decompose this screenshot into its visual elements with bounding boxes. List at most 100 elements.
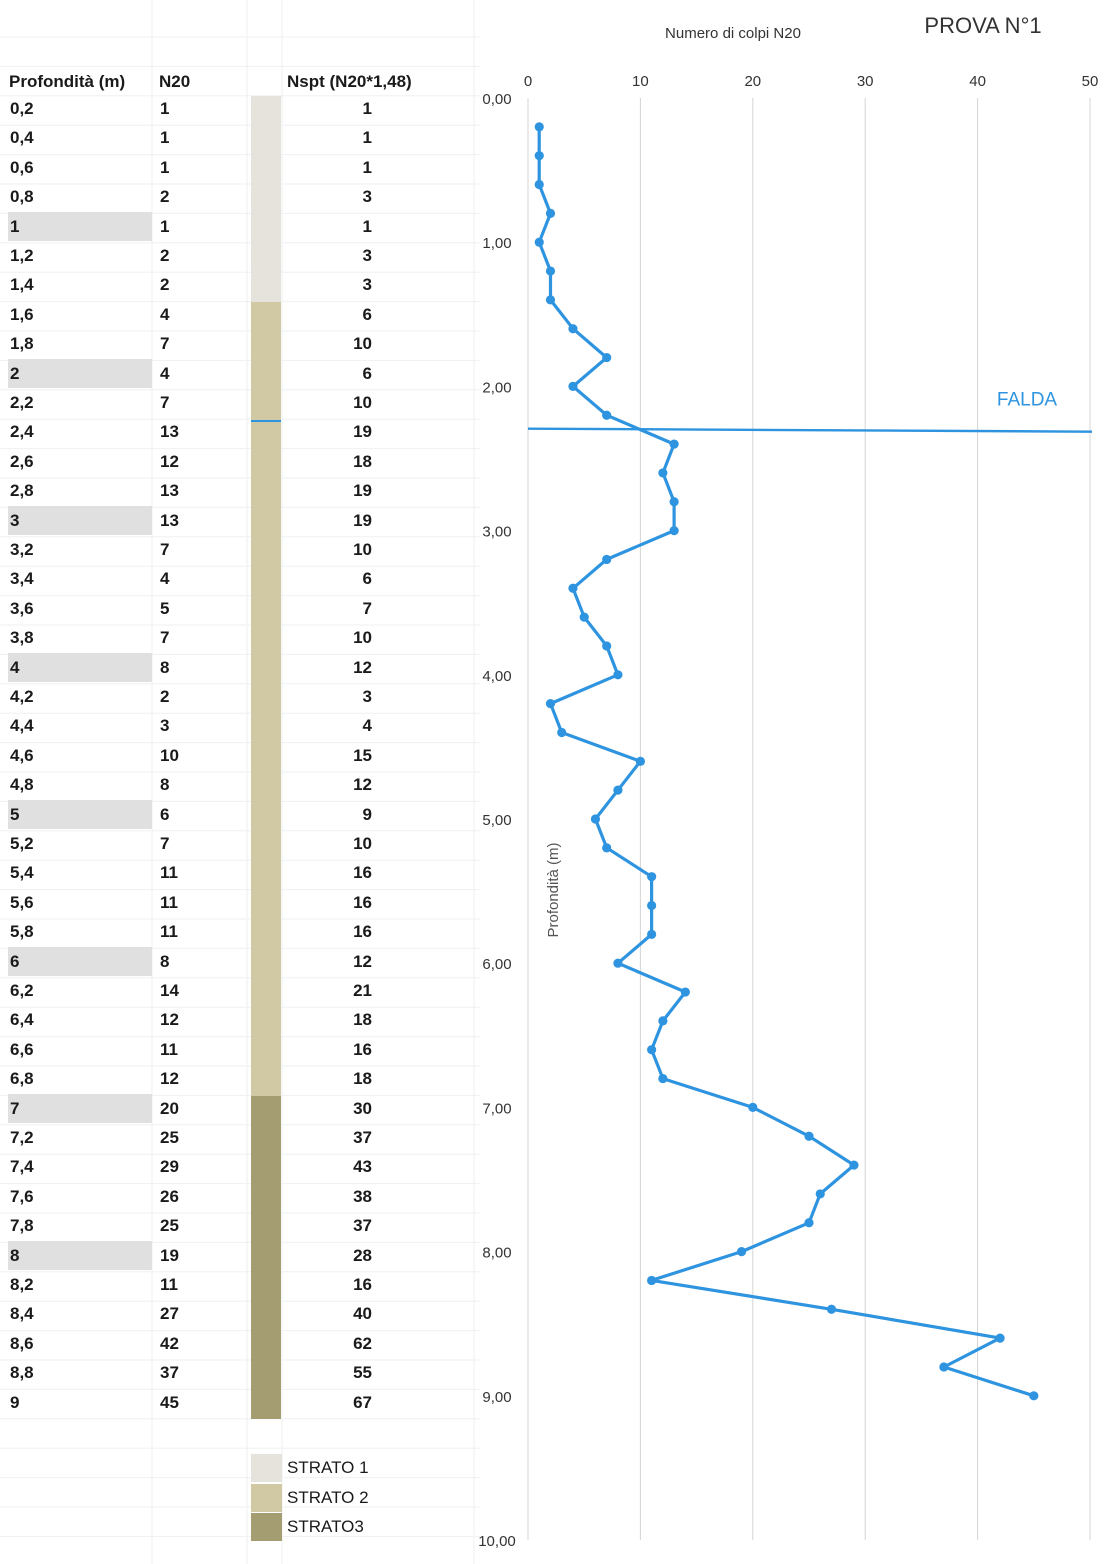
cell-depth: 2,4 [10, 422, 34, 442]
cell-nspt: 18 [353, 451, 372, 471]
cell-nspt: 15 [353, 745, 372, 765]
cell-depth: 3 [10, 510, 20, 530]
cell-nspt: 3 [362, 187, 372, 207]
cell-n20: 29 [160, 1157, 179, 1177]
header-nspt: Nspt (N20*1,48) [287, 72, 412, 91]
cell-depth: 4,6 [10, 745, 34, 765]
cell-nspt: 12 [353, 775, 372, 795]
cell-depth: 0,4 [10, 128, 34, 148]
row-highlight [8, 505, 152, 535]
cell-nspt: 16 [353, 863, 372, 883]
row-highlight [8, 799, 152, 829]
cell-nspt: 6 [362, 304, 372, 324]
cell-n20: 42 [160, 1333, 179, 1353]
cell-n20: 2 [160, 187, 170, 207]
cell-n20: 4 [160, 304, 170, 324]
cell-depth: 1,6 [10, 304, 34, 324]
cell-n20: 2 [160, 246, 170, 265]
cell-nspt: 21 [353, 981, 372, 1000]
cell-n20: 1 [160, 99, 170, 118]
cell-depth: 5 [10, 804, 20, 824]
cell-depth: 1,4 [10, 275, 34, 295]
cell-nspt: 9 [362, 804, 372, 824]
cell-n20: 10 [160, 745, 179, 765]
cell-depth: 1 [10, 216, 20, 236]
cell-nspt: 19 [353, 422, 372, 442]
cell-n20: 25 [160, 1216, 179, 1236]
legend-label: STRATO3 [287, 1517, 364, 1536]
cell-depth: 6 [10, 951, 20, 971]
cell-n20: 4 [160, 363, 170, 383]
cell-nspt: 16 [353, 1039, 372, 1059]
strato-segment [251, 301, 281, 1096]
cell-depth: 1,2 [10, 246, 34, 265]
cell-n20: 25 [160, 1128, 179, 1147]
cell-nspt: 37 [353, 1128, 372, 1147]
cell-n20: 1 [160, 216, 170, 236]
cell-n20: 26 [160, 1186, 179, 1206]
cell-depth: 0,6 [10, 157, 34, 177]
cell-depth: 3,8 [10, 628, 34, 648]
cell-nspt: 10 [353, 540, 372, 559]
legend-label: STRATO 1 [287, 1458, 369, 1477]
cell-depth: 8 [10, 1245, 20, 1265]
cell-nspt: 1 [362, 157, 372, 177]
cell-nspt: 16 [353, 922, 372, 942]
cell-n20: 8 [160, 657, 170, 677]
cell-n20: 27 [160, 1304, 179, 1324]
cell-nspt: 37 [353, 1216, 372, 1236]
cell-n20: 8 [160, 775, 170, 795]
row-highlight [8, 1093, 152, 1123]
cell-depth: 3,4 [10, 569, 34, 589]
row-highlight [8, 1240, 152, 1270]
legend-label: STRATO 2 [287, 1487, 369, 1507]
cell-nspt: 1 [362, 216, 372, 236]
cell-n20: 14 [160, 981, 179, 1000]
cell-depth: 8,8 [10, 1363, 34, 1383]
cell-depth: 7,2 [10, 1128, 34, 1147]
header-depth: Profondità (m) [9, 72, 126, 91]
header-n20: N20 [159, 72, 191, 91]
cell-nspt: 30 [353, 1098, 372, 1118]
cell-n20: 11 [160, 922, 178, 942]
cell-nspt: 3 [362, 687, 372, 706]
cell-nspt: 67 [353, 1392, 372, 1412]
legend-swatch [251, 1513, 282, 1541]
cell-nspt: 10 [353, 334, 372, 354]
cell-n20: 12 [160, 451, 179, 471]
cell-depth: 4,4 [10, 716, 34, 736]
legend-swatch [251, 1483, 282, 1512]
cell-depth: 9 [10, 1392, 20, 1412]
row-highlight [8, 211, 152, 241]
cell-depth: 6,6 [10, 1039, 34, 1059]
cell-n20: 8 [160, 951, 170, 971]
cell-nspt: 7 [362, 598, 372, 618]
cell-nspt: 10 [353, 834, 372, 853]
cell-nspt: 18 [353, 1069, 372, 1089]
legend-swatch [251, 1454, 282, 1482]
cell-depth: 3,2 [10, 540, 34, 559]
cell-depth: 5,8 [10, 922, 34, 942]
cell-depth: 2 [10, 363, 20, 383]
cell-n20: 6 [160, 804, 170, 824]
cell-n20: 5 [160, 598, 170, 618]
row-highlight [8, 358, 152, 388]
cell-depth: 8,4 [10, 1304, 34, 1324]
cell-depth: 2,8 [10, 481, 34, 501]
row-highlight [8, 652, 152, 682]
cell-nspt: 1 [362, 128, 372, 148]
cell-nspt: 62 [353, 1333, 372, 1353]
cell-n20: 7 [160, 540, 170, 559]
cell-depth: 8,2 [10, 1275, 34, 1294]
cell-n20: 11 [160, 863, 178, 883]
cell-n20: 13 [160, 481, 179, 501]
cell-n20: 11 [160, 1039, 178, 1059]
cell-nspt: 12 [353, 951, 372, 971]
cell-depth: 2,6 [10, 451, 34, 471]
cell-nspt: 19 [353, 510, 372, 530]
cell-depth: 6,2 [10, 981, 34, 1000]
cell-depth: 6,4 [10, 1010, 34, 1030]
cell-depth: 4,8 [10, 775, 34, 795]
cell-depth: 4 [10, 657, 20, 677]
cell-nspt: 16 [353, 892, 372, 912]
